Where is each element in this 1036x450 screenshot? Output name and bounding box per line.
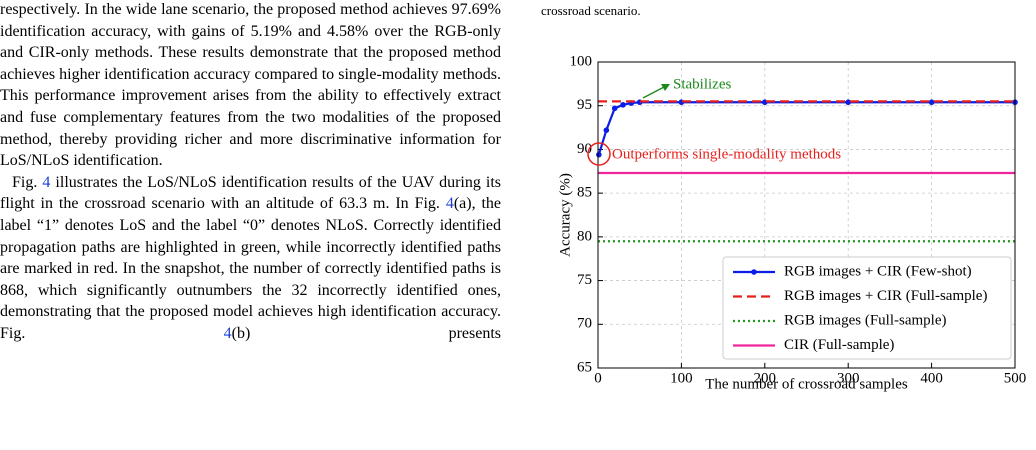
data-point — [845, 99, 851, 106]
figure-ref[interactable]: 4 — [445, 195, 454, 213]
legend-label: RGB images (Full-sample) — [784, 312, 946, 328]
legend-label: RGB images + CIR (Few-shot) — [784, 263, 972, 279]
y-tick-label: 75 — [577, 272, 592, 288]
annotation-arrowhead — [661, 84, 670, 91]
x-tick-label: 400 — [920, 370, 943, 386]
text-run: Fig. — [12, 173, 43, 191]
data-point — [603, 127, 610, 133]
text-run: illustrates the LoS/NLoS identification … — [0, 173, 502, 213]
annotation-circle — [587, 142, 611, 166]
legend-marker — [751, 269, 757, 275]
text-column: respectively. In the wide lane scenario,… — [0, 0, 501, 345]
text-run: (b) presents — [231, 324, 501, 342]
x-tick-label: 100 — [670, 370, 693, 386]
annotation: Stabilizes — [673, 76, 731, 92]
y-tick-label: 70 — [577, 316, 592, 332]
x-tick-label: 300 — [837, 370, 860, 386]
paragraph: respectively. In the wide lane scenario,… — [0, 0, 501, 172]
caption-fragment: crossroad scenario. — [541, 3, 641, 18]
plot-frame — [597, 61, 1016, 369]
annotation: Outperforms single-modality methods — [612, 146, 841, 162]
annotation-arrow — [642, 86, 665, 99]
y-tick-label: 85 — [577, 185, 592, 201]
x-axis-label: The number of crossroad samples — [705, 376, 908, 392]
x-tick-label: 500 — [1004, 370, 1027, 386]
paragraph: Fig. 4 illustrates the LoS/NLoS identifi… — [0, 172, 501, 345]
y-tick-label: 80 — [577, 228, 592, 244]
figure-ref[interactable]: 4 — [42, 173, 51, 191]
legend: RGB images + CIR (Few-shot) RGB images + … — [722, 256, 1012, 360]
data-point — [596, 151, 602, 158]
y-axis-label: Accuracy (%) — [557, 173, 573, 257]
y-tick-label: 65 — [577, 359, 592, 375]
figure-ref[interactable]: 4 — [223, 324, 232, 342]
legend-label: CIR (Full-sample) — [784, 337, 894, 353]
data-point — [611, 105, 618, 112]
y-tick-label: 100 — [570, 53, 593, 69]
y-tick-label: 95 — [577, 97, 592, 113]
text-run: respectively. In the wide lane scenario,… — [0, 1, 501, 170]
x-tick-label: 200 — [754, 370, 777, 386]
x-tick-label: 0 — [594, 370, 602, 386]
text-run: (a), the label “1” denotes LoS and the l… — [0, 195, 502, 342]
data-point — [620, 102, 626, 108]
legend-label: RGB images + CIR (Full-sample) — [784, 288, 987, 304]
legend-box — [722, 256, 1012, 360]
data-point — [928, 99, 935, 106]
